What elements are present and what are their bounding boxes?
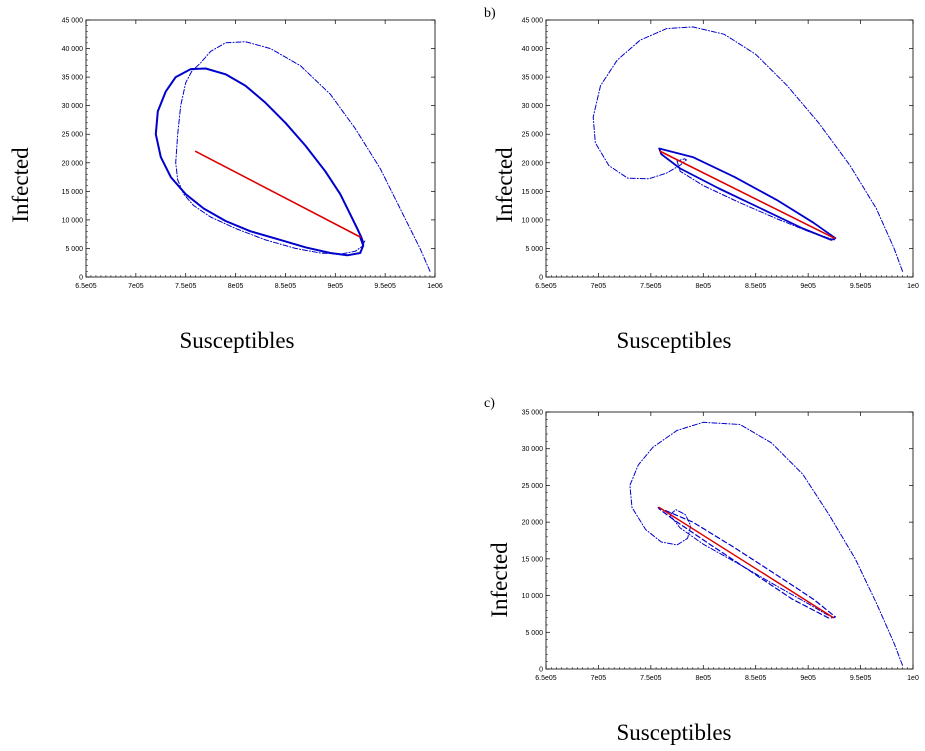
x-tick-label: 9.5e05 (374, 283, 396, 290)
x-tick-label: 7e05 (591, 675, 607, 682)
panel-label: b) (484, 6, 496, 21)
x-axis-label: Susceptibles (180, 328, 295, 353)
y-tick-label: 20 000 (62, 160, 84, 167)
x-tick-label: 8e05 (228, 283, 244, 290)
plot-frame (85, 19, 436, 278)
y-tick-label: 0 (79, 275, 83, 282)
y-tick-label: 35 000 (522, 410, 544, 417)
y-tick-label: 35 000 (62, 75, 84, 82)
x-tick-label: 6.5e05 (535, 283, 557, 290)
series-line-2 (658, 506, 834, 619)
y-tick-label: 25 000 (62, 132, 84, 139)
y-tick-label: 20 000 (522, 520, 544, 527)
y-tick-label: 5 000 (525, 246, 543, 253)
x-tick-label: 7.5e05 (640, 283, 662, 290)
y-tick-label: 15 000 (522, 556, 544, 563)
y-tick-label: 45 000 (522, 18, 544, 25)
y-tick-label: 40 000 (62, 46, 84, 53)
panel-label: c) (484, 396, 495, 411)
x-tick-label: 8.5e05 (275, 283, 297, 290)
series-line-1 (658, 147, 837, 241)
panel-b: 6.5e05 7e05 7.5e05 8e05 8.5e05 9e05 9.5e05 1e0 0… (484, 6, 919, 353)
y-tick-label: 25 000 (522, 483, 544, 490)
y-tick-label: 5 000 (525, 630, 543, 637)
x-tick-label: 7.5e05 (175, 283, 197, 290)
x-tick-label: 8e05 (695, 675, 711, 682)
y-tick-label: 35 000 (522, 75, 544, 82)
y-tick-label: 10 000 (522, 593, 544, 600)
x-axis-label: Susceptibles (617, 328, 732, 353)
panel-c: 6.5e05 7e05 7.5e05 8e05 8.5e05 9e05 9.5e05 1e0 0… (484, 396, 919, 745)
y-tick-label: 0 (539, 275, 543, 282)
x-tick-label: 8e05 (695, 283, 711, 290)
x-tick-label: 6.5e05 (535, 675, 557, 682)
series-line-0 (592, 26, 903, 272)
y-tick-label: 25 000 (522, 132, 544, 139)
x-tick-label: 7e05 (591, 283, 607, 290)
plot-frame (545, 411, 914, 670)
y-tick-label: 15 000 (62, 189, 84, 196)
y-tick-label: 40 000 (522, 46, 544, 53)
y-tick-label: 10 000 (522, 217, 544, 224)
x-tick-label: 9.5e05 (850, 675, 872, 682)
y-tick-label: 30 000 (522, 446, 544, 453)
series-line-1 (154, 67, 365, 257)
y-tick-label: 0 (539, 667, 543, 674)
x-tick-label: 8.5e05 (745, 283, 767, 290)
series-line-2 (194, 150, 361, 238)
x-tick-label: 1e0 (907, 283, 919, 290)
x-tick-label: 9e05 (800, 675, 816, 682)
x-tick-label: 7e05 (128, 283, 144, 290)
y-tick-label: 5 000 (65, 246, 83, 253)
x-tick-label: 8.5e05 (745, 675, 767, 682)
x-tick-label: 9e05 (800, 283, 816, 290)
y-tick-label: 45 000 (62, 18, 84, 25)
y-axis-label: Infected (8, 147, 33, 223)
x-tick-label: 1e0 (907, 675, 919, 682)
x-tick-label: 9.5e05 (850, 283, 872, 290)
x-tick-label: 6.5e05 (75, 283, 97, 290)
series-line-0 (629, 421, 903, 666)
y-axis-label: Infected (487, 542, 512, 618)
y-tick-label: 30 000 (62, 103, 84, 110)
y-axis-label: Infected (492, 147, 517, 223)
y-tick-label: 30 000 (522, 103, 544, 110)
plot-frame (545, 19, 914, 278)
series-line-0 (175, 41, 431, 272)
x-tick-label: 1e06 (427, 283, 443, 290)
series-line-2 (659, 150, 836, 239)
y-tick-label: 15 000 (522, 189, 544, 196)
y-tick-label: 20 000 (522, 160, 544, 167)
x-axis-label: Susceptibles (617, 720, 732, 745)
y-tick-label: 10 000 (62, 217, 84, 224)
panel-a: 6.5e05 7e05 7.5e05 8e05 8.5e05 9e05 9.5e05 1e06… (8, 18, 443, 354)
x-tick-label: 9e05 (327, 283, 343, 290)
x-tick-label: 7.5e05 (640, 675, 662, 682)
